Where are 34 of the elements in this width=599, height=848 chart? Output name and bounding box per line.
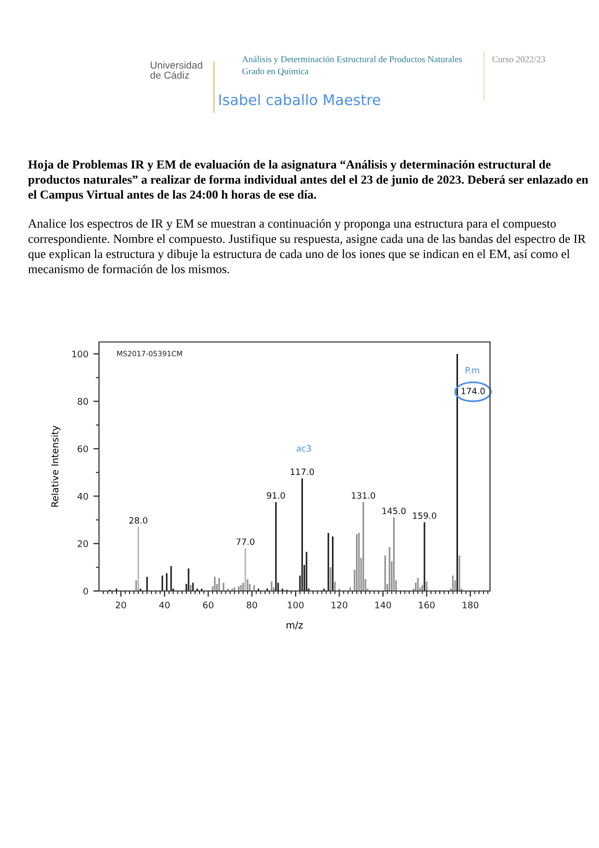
text: Análisis y Determinación Estructural de Productos Naturales — [242, 56, 462, 64]
chart-title: Hoja de Problemas IR y EM de evaluación de la asignatura “Análisis y determinación estructural de productos naturales” a realizar de forma individual antes del el 23 de junio de 2023. Deberá ser enlazado en el Campus Virtual antes de las 24:00 h horas de ese día. — [28, 160, 588, 202]
y-tick-label: 80 — [78, 398, 88, 405]
annotation: 77.0 — [236, 538, 254, 545]
y-tick-label: 60 — [78, 445, 88, 452]
x-tick-label: 100 — [288, 602, 304, 608]
text: Grado en Química — [242, 68, 309, 76]
x-tick-label: 160 — [419, 602, 435, 608]
annotation: ac3 — [296, 445, 311, 452]
annotation: 159.0 — [413, 512, 436, 519]
annotation: 117.0 — [290, 468, 314, 476]
y-tick-label: 0 — [83, 588, 88, 595]
x-tick-label: 120 — [332, 602, 348, 608]
x-tick-label: 40 — [159, 602, 170, 608]
y-tick-label: 20 — [78, 540, 88, 548]
annotation: 28.0 — [129, 517, 148, 524]
text: Curso 2022/23 — [492, 56, 546, 62]
y-tick-label: 40 — [78, 492, 88, 500]
annotation: 131.0 — [352, 492, 376, 499]
x-tick-label: 20 — [116, 602, 126, 608]
chart-subtitle: Analice los espectros de IR y EM se muestran a continuación y proponga una estructura para el compuesto correspondiente. Nombre el compuesto. Justifique su respuesta, asigne cada una de las bandas del espectro de IR que explican la estructura y dibuje la estructura de cada uno de los iones que se indican en el EM, así como el mecanismo de formación de los mismos. — [28, 219, 586, 274]
annotation: 174.0 — [462, 388, 485, 394]
y-axis-title: Relative Intensity — [51, 426, 60, 507]
x-tick-label: 140 — [375, 602, 391, 608]
x-tick-label: 80 — [246, 602, 258, 608]
annotation: P.m — [466, 366, 480, 374]
text: Isabel caballo Maestre — [219, 94, 380, 106]
x-tick-label: 180 — [462, 602, 478, 608]
y-tick-label: 100 — [72, 350, 88, 358]
annotation: 91.0 — [266, 492, 285, 499]
text: Universidad de Cádiz — [150, 61, 202, 79]
annotation: 145.0 — [382, 508, 406, 514]
x-tick-label: 60 — [203, 602, 214, 608]
x-axis-title: m/z — [286, 622, 303, 630]
